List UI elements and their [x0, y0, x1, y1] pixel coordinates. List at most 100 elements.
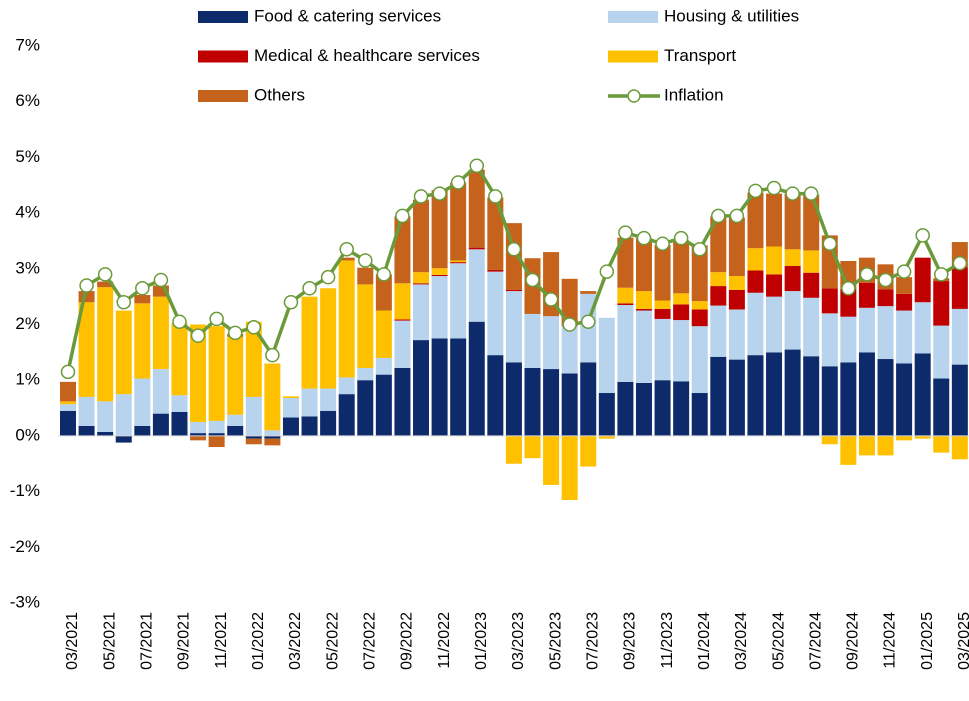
bar-segment	[766, 296, 783, 353]
bar-segment	[431, 274, 448, 277]
legend-label: Others	[254, 85, 305, 104]
bar-segment	[468, 169, 485, 248]
inflation-marker	[432, 186, 447, 201]
bar-segment	[505, 289, 522, 292]
bar-segment	[78, 425, 95, 436]
bar-segment	[654, 244, 671, 301]
bar-segment	[171, 411, 188, 436]
bar-segment	[673, 381, 690, 436]
bar-segment	[877, 306, 894, 360]
x-tick-label: 07/2021	[139, 612, 156, 670]
legend-label: Housing & utilities	[664, 6, 799, 25]
bar-segment	[747, 292, 764, 356]
inflation-marker	[692, 242, 707, 257]
bar-segment	[561, 278, 578, 327]
bar-segment	[357, 380, 374, 436]
inflation-marker	[580, 314, 596, 329]
inflation-marker	[265, 347, 280, 363]
bar-segment	[282, 398, 299, 418]
bar-segment	[505, 362, 522, 436]
bar-segment	[152, 285, 169, 297]
x-tick-label: 07/2023	[584, 612, 601, 670]
bar-segment	[450, 260, 467, 263]
bar-segment	[617, 287, 634, 304]
bar-segment	[728, 309, 745, 360]
bar-segment	[413, 272, 430, 284]
inflation-marker	[302, 281, 317, 296]
inflation-marker	[618, 225, 633, 240]
bar-segment	[766, 274, 783, 297]
bar-segment	[933, 435, 950, 453]
inflation-marker	[190, 328, 206, 343]
bar-segment	[635, 238, 652, 292]
bar-segment	[208, 435, 225, 448]
bar-segment	[617, 237, 634, 288]
inflation-marker	[97, 267, 113, 282]
bar-segment	[301, 388, 318, 417]
legend-swatch	[608, 50, 658, 63]
bar-segment	[561, 435, 578, 500]
bar-segment	[914, 257, 931, 303]
bar-segment	[450, 182, 467, 261]
bar-segment	[282, 396, 299, 399]
bar-segment	[357, 367, 374, 381]
bar-segment	[97, 287, 114, 402]
inflation-marker	[766, 180, 782, 196]
y-tick-label: 2%	[15, 314, 40, 333]
inflation-marker	[655, 236, 670, 251]
bar-segment	[152, 296, 169, 370]
legend-item: Others	[198, 85, 305, 104]
y-tick-label: 6%	[15, 91, 40, 110]
x-tick-label: 09/2024	[845, 612, 862, 670]
bar-segment	[357, 267, 374, 285]
legend-label: Transport	[664, 46, 736, 65]
inflation-marker	[915, 228, 930, 243]
bar-segment	[673, 293, 690, 305]
bar-segment	[580, 291, 597, 294]
bar-segment	[654, 308, 671, 319]
bar-segment	[896, 293, 913, 311]
x-tick-label: 11/2023	[659, 612, 676, 669]
bar-segment	[60, 401, 76, 405]
y-tick-label: 5%	[15, 147, 40, 166]
x-tick-label: 03/2023	[510, 612, 527, 670]
bar-segment	[190, 433, 207, 436]
bar-segment	[728, 276, 745, 290]
x-tick-label: 11/2024	[882, 612, 899, 669]
bar-segment	[561, 326, 578, 374]
x-tick-label: 05/2021	[101, 612, 118, 670]
bar-segment	[710, 216, 727, 273]
bar-segment	[245, 438, 262, 445]
y-tick-label: 3%	[15, 258, 40, 277]
bar-segment	[766, 352, 783, 436]
x-tick-label: 09/2023	[622, 612, 639, 670]
bar-segment	[134, 378, 151, 426]
inflation-marker	[878, 272, 893, 288]
bar-segment	[431, 268, 448, 275]
inflation-marker	[172, 314, 187, 329]
bar-segment	[543, 316, 560, 370]
bar-segment	[301, 296, 318, 389]
bar-segment	[487, 269, 504, 272]
bar-segment	[784, 266, 801, 292]
bar-segment	[691, 393, 708, 436]
legend-item: Medical & healthcare services	[198, 46, 480, 65]
x-tick-label: 03/2022	[287, 612, 304, 670]
bar-segment	[877, 435, 894, 456]
bar-segment	[264, 363, 281, 431]
inflation-marker	[896, 264, 912, 279]
bar-segment	[858, 282, 875, 308]
bar-segment	[450, 263, 467, 339]
y-tick-label: 1%	[15, 370, 40, 389]
bar-segment	[394, 320, 411, 368]
x-tick-label: 11/2022	[436, 612, 453, 669]
inflation-marker	[488, 189, 503, 204]
bar-segment	[524, 313, 541, 368]
bar-segment	[784, 249, 801, 267]
inflation-marker	[562, 317, 577, 332]
legend-item: Inflation	[608, 85, 724, 104]
inflation-marker	[803, 186, 819, 201]
x-tick-label: 03/2024	[733, 612, 750, 670]
bar-segment	[580, 435, 597, 467]
bar-segment	[561, 373, 578, 436]
